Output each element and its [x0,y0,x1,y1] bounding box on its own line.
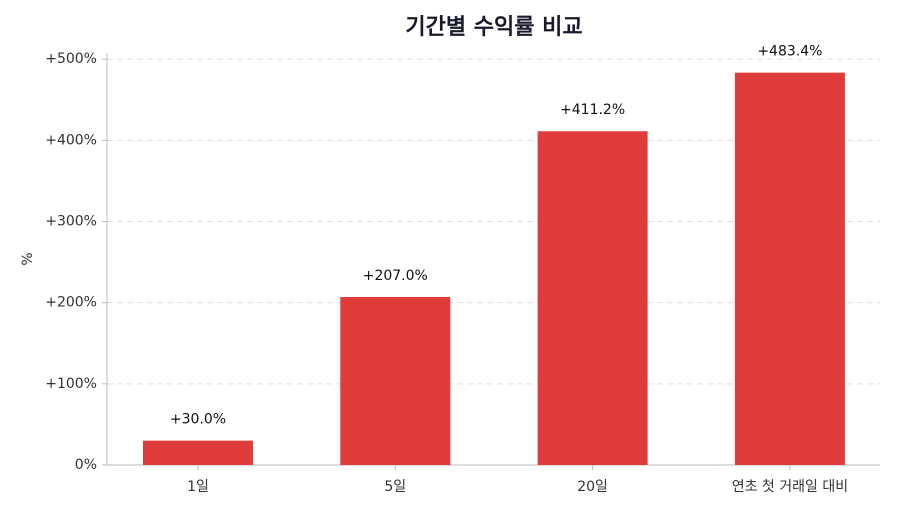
y-tick-label: 0% [75,457,97,473]
x-tick-label: 20일 [577,479,608,495]
y-tick-label: +100% [45,376,97,392]
y-axis-label: % [20,252,36,265]
y-tick-label: +200% [45,295,97,311]
bar [143,440,253,465]
bar [340,296,451,465]
value-label: +411.2% [560,102,625,118]
y-tick-label: +300% [45,214,97,230]
value-label: +207.0% [363,268,428,284]
chart-title: 기간별 수익률 비교 [405,15,582,40]
x-tick-label: 5일 [384,479,406,495]
y-tick-label: +400% [45,132,97,148]
x-tick-label: 1일 [187,479,209,495]
value-label: +483.4% [757,44,822,60]
x-tick-label: 연초 첫 거래일 대비 [732,479,848,495]
y-tick-label: +500% [45,51,97,67]
bar [537,131,648,465]
value-label: +30.0% [170,412,226,428]
bar [734,72,845,465]
